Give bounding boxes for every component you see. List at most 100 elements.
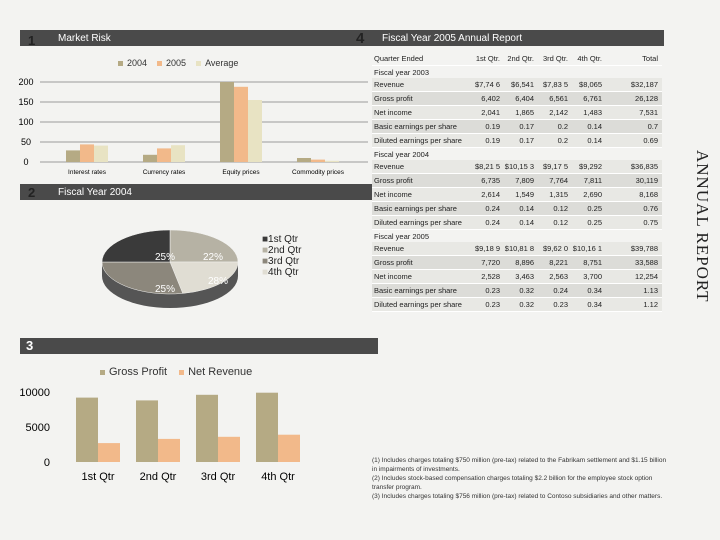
table-cell: 0.19 (485, 136, 500, 145)
table-cell: 1.13 (643, 286, 658, 295)
x-tick-label: 4th Qtr (261, 471, 295, 483)
table-row: Gross profit 6,735 7,809 7,764 7,811 30,119 (372, 174, 662, 188)
table-cell: $10,81 8 (504, 244, 534, 253)
bar-2005 (157, 148, 171, 162)
row-label: Gross profit (374, 176, 413, 185)
table-cell: $8,065 (579, 80, 602, 89)
table-row: Net income 2,528 3,463 2,563 3,700 12,254 (372, 270, 662, 284)
table-cell: 7,720 (481, 258, 500, 267)
table-cell: 8,896 (515, 258, 534, 267)
table-cell: 8,168 (639, 190, 658, 199)
table-cell: 6,404 (515, 94, 534, 103)
table-cell: 0.23 (485, 286, 500, 295)
row-label: Net income (374, 272, 412, 281)
x-tick-label: 2nd Qtr (140, 471, 177, 483)
pie-legend-1: ■1st Qtr (262, 234, 299, 245)
table-cell: 0.14 (587, 136, 602, 145)
x-tick-label: Equity prices (222, 169, 260, 176)
section2-title: Fiscal Year 2004 (58, 187, 132, 198)
table-cell: 6,402 (481, 94, 500, 103)
bar-net-revenue (158, 438, 180, 462)
section2-header (20, 184, 380, 200)
row-label: Revenue (374, 162, 405, 171)
bar-average (171, 145, 185, 162)
table-cell: 1,483 (583, 108, 602, 117)
row-label: Gross profit (374, 258, 413, 267)
pie-label: 25% (155, 284, 175, 295)
bar-average (248, 100, 262, 162)
table-header-cell: Total (642, 54, 658, 63)
bar-gross-profit (256, 392, 278, 462)
section4-header (366, 30, 664, 46)
table-cell: 7,811 (583, 176, 602, 185)
table-cell: 0.25 (587, 218, 602, 227)
bar-2005 (311, 159, 325, 162)
table-cell: 8,751 (583, 258, 602, 267)
annual-report-vertical-title: ANNUAL REPORT (693, 150, 712, 303)
table-header-cell: 2nd Qtr. (507, 54, 534, 63)
table-row: Net income 2,614 1,549 1,315 2,690 8,168 (372, 188, 662, 202)
table-cell: 2,690 (583, 190, 602, 199)
bar-gross-profit (196, 394, 218, 462)
table-cell: 2,563 (549, 272, 568, 281)
table-cell: 0.32 (519, 300, 534, 309)
legend-gross-profit: Gross Profit (109, 366, 168, 378)
table-cell: 2,528 (481, 272, 500, 281)
table-cell: 0.23 (553, 300, 568, 309)
bar-average (325, 160, 339, 162)
table-cell: 0.14 (519, 204, 534, 213)
table-cell: $9,17 5 (542, 162, 568, 171)
table-row: Basic earnings per share 0.19 0.17 0.2 0.14 0… (372, 120, 662, 134)
legend-2005: 2005 (166, 58, 187, 68)
pie-slice (169, 229, 239, 263)
y-tick-label: 0 (44, 457, 50, 469)
table-cell: 12,254 (635, 272, 658, 281)
bar-2004 (143, 154, 157, 162)
table-cell: 7,764 (549, 176, 568, 185)
x-tick-label: Commodity prices (292, 169, 345, 176)
section3-number: 3 (26, 338, 34, 353)
table-cell: 8,221 (549, 258, 568, 267)
row-label: Revenue (374, 244, 405, 253)
x-tick-label: Interest rates (68, 169, 107, 176)
pie-label: 22% (203, 252, 223, 263)
section1-number: 1 (28, 33, 36, 48)
table-row: Gross profit 6,402 6,404 6,561 6,761 26,128 (372, 92, 662, 106)
table-cell: 6,735 (481, 176, 500, 185)
table-cell: 0.14 (519, 218, 534, 227)
table-row: Basic earnings per share 0.23 0.32 0.24 0.34… (372, 284, 662, 298)
pie-legend-4: ■4th Qtr (262, 267, 299, 278)
pie-label: 25% (155, 252, 175, 263)
annual-report-table: Quarter Ended 1st Qtr. 2nd Qtr. 3rd Qtr. 4th… (372, 52, 662, 312)
table-cell: 30,119 (635, 176, 658, 185)
table-row: Diluted earnings per share 0.19 0.17 0.2 0.1… (372, 134, 662, 148)
revenue-chart: 10000 5000 0 1st Qtr 2nd Qtr 3rd Qtr 4th Qtr (19, 387, 300, 483)
table-cell: $36,835 (630, 162, 658, 171)
fiscal-year-subhead: Fiscal year 2005 (372, 230, 662, 242)
table-cell: 0.12 (553, 218, 568, 227)
footnote-1: (1) Includes charges totaling $750 milli… (372, 457, 667, 473)
section4-title: Fiscal Year 2005 Annual Report (382, 33, 523, 44)
table-cell: 2,614 (481, 190, 500, 199)
table-cell: $10,15 3 (504, 162, 534, 171)
table-cell: 0.69 (643, 136, 658, 145)
table-cell: 0.32 (519, 286, 534, 295)
legend-net-revenue: Net Revenue (188, 366, 253, 378)
table-cell: 0.14 (587, 122, 602, 131)
bar-2005 (234, 86, 248, 162)
table-cell: 0.19 (485, 122, 500, 131)
table-header-cell: 1st Qtr. (475, 54, 500, 63)
table-cell: 0.34 (587, 300, 602, 309)
pie-legend-3: ■3rd Qtr (262, 256, 300, 267)
row-label: Net income (374, 108, 412, 117)
table-cell: $32,187 (630, 80, 658, 89)
row-label: Diluted earnings per share (374, 218, 462, 227)
table-cell: $9,292 (579, 162, 602, 171)
row-label: Net income (374, 190, 412, 199)
section1-title: Market Risk (58, 33, 111, 44)
bar-gross-profit (76, 397, 98, 462)
legend-swatch-average (196, 60, 202, 66)
section2-number: 2 (28, 185, 36, 200)
row-label: Basic earnings per share (374, 122, 457, 131)
row-label: Diluted earnings per share (374, 136, 462, 145)
